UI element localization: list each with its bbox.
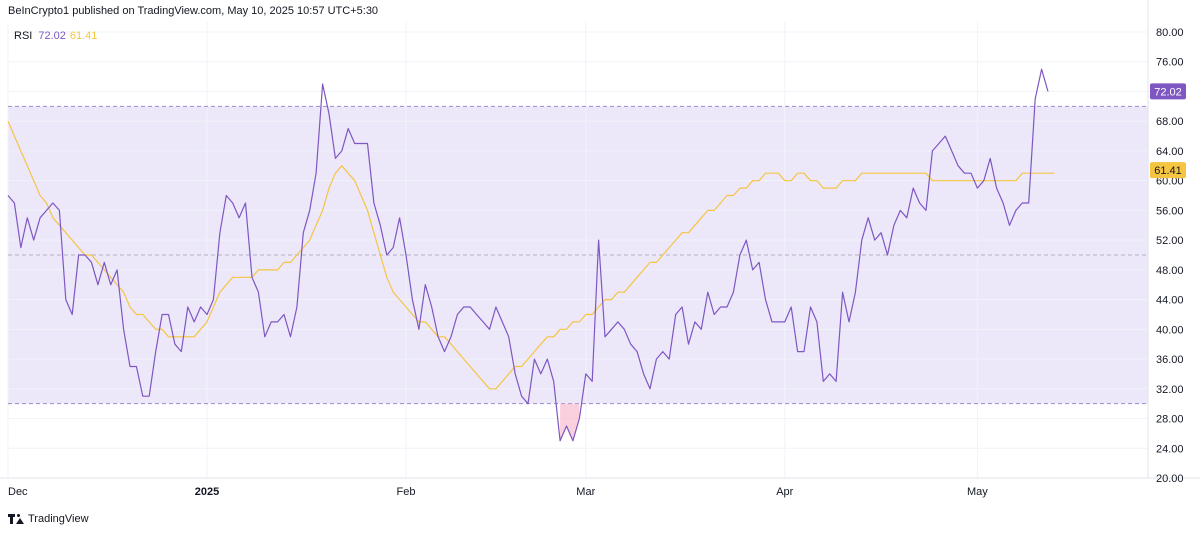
y-tick-label: 60.00 [1156, 176, 1184, 188]
y-tick-label: 40.00 [1156, 324, 1184, 336]
y-tick-label: 20.00 [1156, 473, 1184, 485]
y-tick-label: 80.00 [1156, 27, 1184, 39]
oversold-fill [560, 403, 580, 441]
axis-layer: 80.0076.0072.0068.0064.0060.0056.0052.00… [0, 0, 1200, 498]
x-tick-label: 2025 [195, 486, 219, 498]
rsi-value-badge-text: 72.02 [1154, 86, 1182, 98]
y-tick-label: 56.00 [1156, 205, 1184, 217]
grid-layer [7, 22, 1148, 479]
y-tick-label: 24.00 [1156, 443, 1184, 455]
y-tick-label: 28.00 [1156, 414, 1184, 426]
rsi-legend-label: RSI [14, 30, 33, 42]
y-tick-label: 36.00 [1156, 354, 1184, 366]
y-tick-label: 52.00 [1156, 235, 1184, 247]
ma-value-badge [1150, 162, 1186, 179]
tradingview-brand-text: TradingView [28, 513, 89, 525]
y-tick-label: 64.00 [1156, 146, 1184, 158]
x-tick-label: Mar [576, 486, 595, 498]
tradingview-logo[interactable]: TradingView [8, 513, 89, 525]
series-line-rsi [7, 68, 1049, 442]
x-tick-label: Apr [776, 486, 793, 498]
rsi-legend: RSI 72.02 61.41 [14, 30, 97, 42]
y-tick-label: 44.00 [1156, 295, 1184, 307]
y-tick-label: 32.00 [1156, 384, 1184, 396]
ma-legend-value: 61.41 [69, 30, 98, 42]
x-tick-label: Feb [397, 486, 416, 498]
attribution-text: BeInCrypto1 published on TradingView.com… [8, 5, 379, 17]
series-line-ma [7, 120, 1055, 390]
ma-value-badge-text: 61.41 [1154, 165, 1182, 177]
rsi-value-badge [1150, 83, 1186, 100]
series-layer [7, 68, 1055, 442]
y-tick-label: 68.00 [1156, 116, 1184, 128]
x-tick-label: May [967, 486, 988, 498]
y-tick-label: 48.00 [1156, 265, 1184, 277]
y-tick-label: 76.00 [1156, 57, 1184, 69]
rsi-legend-value: 72.02 [38, 30, 66, 42]
tradingview-logo-icon [8, 514, 24, 524]
x-tick-label: Dec [8, 486, 28, 498]
